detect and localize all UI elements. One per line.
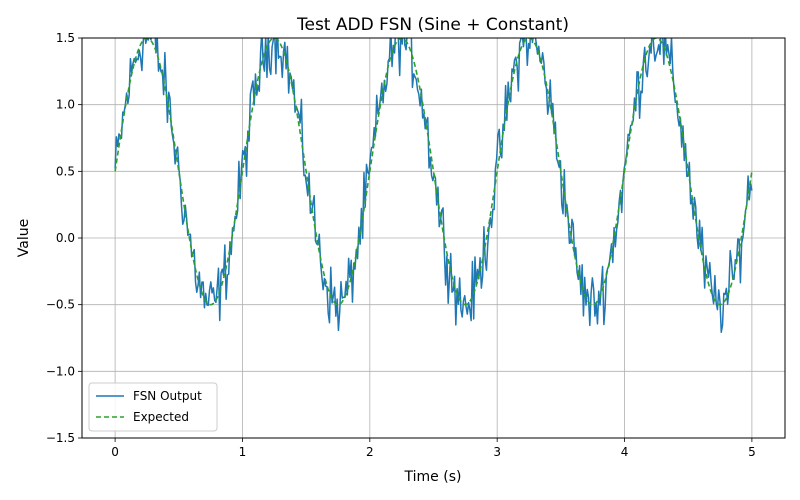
- y-tick-label: 1.5: [56, 31, 75, 45]
- legend: FSN Output Expected: [88, 382, 218, 432]
- legend-label-fsn-output: FSN Output: [133, 389, 202, 403]
- x-tick-label: 2: [366, 445, 374, 459]
- x-tick-label: 4: [621, 445, 629, 459]
- x-axis: 0 1 2 3 4 5: [111, 438, 756, 459]
- legend-box: [88, 382, 218, 432]
- x-tick-label: 3: [493, 445, 501, 459]
- y-tick-label: 0.0: [56, 231, 75, 245]
- chart-title: Test ADD FSN (Sine + Constant): [296, 15, 569, 35]
- x-tick-label: 1: [239, 445, 247, 459]
- legend-label-expected: Expected: [133, 410, 189, 424]
- y-axis: −1.5 −1.0 −0.5 0.0 0.5 1.0 1.5: [46, 31, 82, 445]
- y-tick-label: 1.0: [56, 98, 75, 112]
- x-axis-label: Time (s): [404, 469, 462, 485]
- y-tick-label: −1.5: [46, 431, 75, 445]
- grid: [82, 37, 785, 439]
- y-tick-label: −0.5: [46, 298, 75, 312]
- series-line-fsn-output: [114, 38, 753, 334]
- y-tick-label: −1.0: [46, 364, 75, 378]
- x-tick-label: 0: [111, 445, 119, 459]
- plot-area: [114, 38, 753, 334]
- y-tick-label: 0.5: [56, 164, 75, 178]
- y-axis-label: Value: [16, 219, 32, 257]
- x-tick-label: 5: [748, 445, 756, 459]
